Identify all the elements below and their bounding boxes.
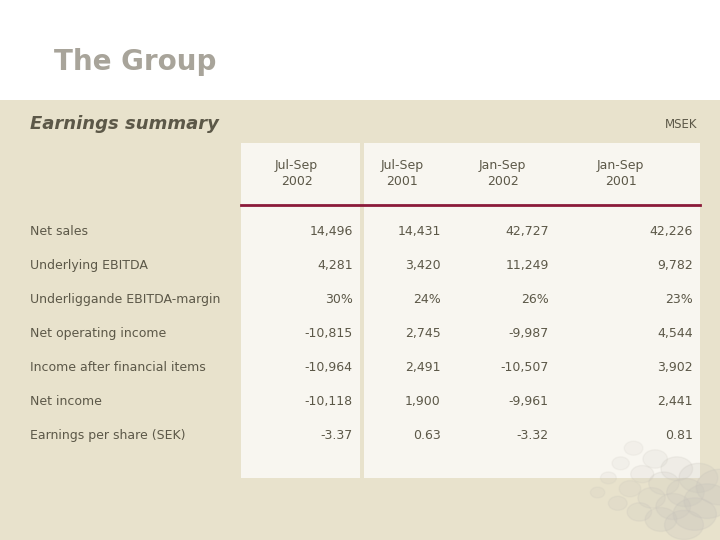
- Text: 30%: 30%: [325, 293, 353, 306]
- Text: -9,987: -9,987: [508, 327, 549, 340]
- Text: Earnings per share (SEK): Earnings per share (SEK): [30, 429, 186, 442]
- Text: Underliggande EBITDA-margin: Underliggande EBITDA-margin: [30, 293, 220, 306]
- Circle shape: [608, 496, 627, 510]
- Text: 0.81: 0.81: [665, 429, 693, 442]
- Text: 23%: 23%: [665, 293, 693, 306]
- Text: 14,431: 14,431: [397, 225, 441, 238]
- Circle shape: [649, 472, 679, 495]
- Circle shape: [627, 503, 652, 521]
- Text: 3,902: 3,902: [657, 361, 693, 374]
- Circle shape: [684, 484, 720, 518]
- Circle shape: [645, 508, 677, 531]
- FancyBboxPatch shape: [364, 143, 700, 478]
- Text: 3,420: 3,420: [405, 259, 441, 272]
- FancyBboxPatch shape: [0, 100, 720, 540]
- Text: Jul-Sep
2001: Jul-Sep 2001: [380, 159, 423, 188]
- Text: 4,281: 4,281: [318, 259, 353, 272]
- Text: 26%: 26%: [521, 293, 549, 306]
- Text: 2,745: 2,745: [405, 327, 441, 340]
- Text: -10,964: -10,964: [305, 361, 353, 374]
- Text: Jan-Sep
2001: Jan-Sep 2001: [597, 159, 644, 188]
- Text: 2,441: 2,441: [657, 395, 693, 408]
- FancyBboxPatch shape: [0, 0, 720, 100]
- Text: 42,226: 42,226: [649, 225, 693, 238]
- Circle shape: [643, 450, 667, 468]
- Circle shape: [619, 481, 641, 497]
- Text: MSEK: MSEK: [665, 118, 697, 131]
- Text: Jul-Sep
2002: Jul-Sep 2002: [275, 159, 318, 188]
- Circle shape: [679, 463, 718, 492]
- Text: -3.32: -3.32: [516, 429, 549, 442]
- FancyBboxPatch shape: [241, 143, 360, 478]
- Text: -9,961: -9,961: [508, 395, 549, 408]
- Circle shape: [673, 498, 716, 530]
- Text: Earnings summary: Earnings summary: [30, 115, 219, 133]
- Text: 24%: 24%: [413, 293, 441, 306]
- Circle shape: [661, 457, 693, 481]
- Circle shape: [612, 457, 629, 470]
- Text: -10,815: -10,815: [305, 327, 353, 340]
- Text: The Group: The Group: [54, 48, 217, 76]
- Circle shape: [631, 465, 654, 483]
- Text: 4,544: 4,544: [657, 327, 693, 340]
- Text: 9,782: 9,782: [657, 259, 693, 272]
- Text: Net operating income: Net operating income: [30, 327, 166, 340]
- Circle shape: [696, 469, 720, 505]
- Text: 2,491: 2,491: [405, 361, 441, 374]
- Circle shape: [667, 478, 704, 507]
- Text: Income after financial items: Income after financial items: [30, 361, 206, 374]
- Circle shape: [638, 488, 665, 508]
- Circle shape: [656, 494, 690, 519]
- Text: -10,118: -10,118: [305, 395, 353, 408]
- Text: 42,727: 42,727: [505, 225, 549, 238]
- Circle shape: [590, 487, 605, 498]
- Text: Underlying EBITDA: Underlying EBITDA: [30, 259, 148, 272]
- Text: 11,249: 11,249: [505, 259, 549, 272]
- Text: -10,507: -10,507: [500, 361, 549, 374]
- Text: 1,900: 1,900: [405, 395, 441, 408]
- Text: Net sales: Net sales: [30, 225, 89, 238]
- Text: 0.63: 0.63: [413, 429, 441, 442]
- Text: Jan-Sep
2002: Jan-Sep 2002: [479, 159, 526, 188]
- Text: -3.37: -3.37: [320, 429, 353, 442]
- Circle shape: [665, 510, 703, 539]
- Text: 14,496: 14,496: [310, 225, 353, 238]
- Text: Net income: Net income: [30, 395, 102, 408]
- Circle shape: [600, 472, 616, 484]
- Circle shape: [624, 441, 643, 455]
